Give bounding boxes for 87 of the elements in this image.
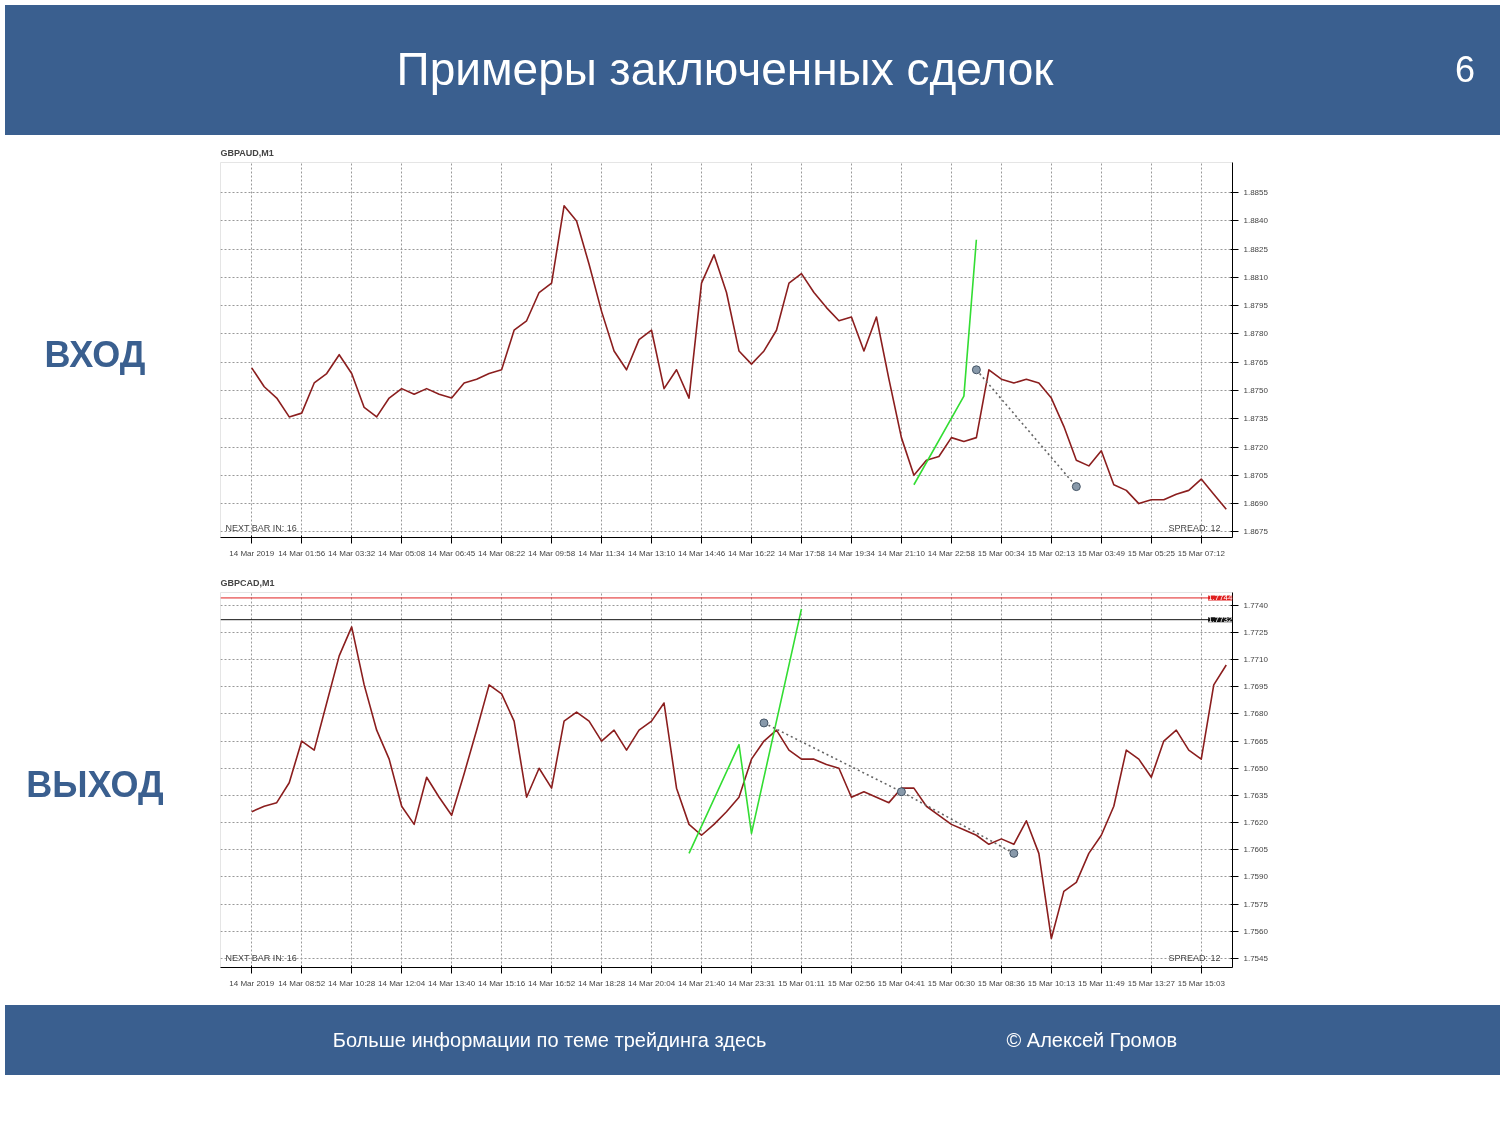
y-tick-label: 1.7725 <box>1243 627 1269 637</box>
y-tick-label: 1.7680 <box>1243 709 1269 719</box>
x-tick-label: 15 Mar 10:13 <box>1027 978 1076 988</box>
x-tick-label: 14 Mar 2019 <box>229 978 275 988</box>
x-tick-label: 15 Mar 02:13 <box>1027 548 1076 558</box>
x-tick-label: 14 Mar 11:34 <box>578 548 626 558</box>
ref-line-label: 1.7744 <box>1208 593 1234 603</box>
x-tick-label: 14 Mar 14:46 <box>677 548 726 558</box>
x-tick-label: 14 Mar 21:10 <box>877 548 926 558</box>
chart-subtitle: GBPCAD,M1 <box>220 577 275 588</box>
x-tick-label: 14 Mar 09:58 <box>528 548 576 558</box>
line-series <box>250 626 1228 940</box>
y-tick-label: 1.7545 <box>1243 953 1269 963</box>
x-tick-label: 14 Mar 03:32 <box>328 548 376 558</box>
x-tick-label: 14 Mar 08:22 <box>478 548 526 558</box>
x-tick-label: 15 Mar 01:11 <box>778 978 826 988</box>
y-tick-label: 1.8675 <box>1243 527 1269 537</box>
y-tick-label: 1.8780 <box>1243 329 1269 339</box>
x-tick-label: 15 Mar 08:36 <box>977 978 1026 988</box>
y-tick-label: 1.7590 <box>1243 872 1269 882</box>
y-tick-label: 1.7620 <box>1243 818 1269 828</box>
line-series <box>688 608 803 855</box>
y-tick-label: 1.8855 <box>1243 188 1269 198</box>
x-tick-label: 14 Mar 17:58 <box>777 548 826 558</box>
x-tick-label: 15 Mar 06:30 <box>927 978 976 988</box>
y-axis-title: ВХОД <box>44 333 146 378</box>
y-tick-label: 1.8705 <box>1243 470 1269 480</box>
point <box>896 787 906 797</box>
y-tick-label: 1.8690 <box>1243 499 1269 509</box>
x-tick-label: 14 Mar 21:40 <box>677 978 726 988</box>
text: 6 <box>1454 48 1475 93</box>
x-tick-label: 14 Mar 18:28 <box>577 978 626 988</box>
chart-subtitle: GBPAUD,M1 <box>220 147 274 158</box>
x-tick-label: 14 Mar 16:52 <box>528 978 576 988</box>
line-series <box>250 205 1228 511</box>
y-tick-label: 1.7710 <box>1243 655 1269 665</box>
chart-title: Примеры заключенных сделок <box>395 42 1055 98</box>
x-tick-label: 15 Mar 11:49 <box>1078 978 1126 988</box>
y-tick-label: 1.7560 <box>1243 926 1269 936</box>
y-tick-label: 1.8735 <box>1243 414 1269 424</box>
annotation: SPREAD: 12 <box>1168 522 1221 533</box>
text: © Алексей Громов <box>1006 1028 1178 1051</box>
text: Больше информации по теме трейдинга здесь <box>332 1028 767 1051</box>
y-tick-label: 1.8795 <box>1243 301 1269 311</box>
x-tick-label: 15 Mar 02:56 <box>827 978 876 988</box>
x-tick-label: 15 Mar 15:03 <box>1177 978 1226 988</box>
y-tick-label: 1.8840 <box>1243 216 1269 226</box>
y-tick-label: 1.7665 <box>1243 736 1269 746</box>
x-tick-label: 14 Mar 16:22 <box>727 548 776 558</box>
y-tick-label: 1.8825 <box>1243 244 1269 254</box>
y-tick-label: 1.7740 <box>1243 600 1269 610</box>
x-tick-label: 14 Mar 10:28 <box>328 978 376 988</box>
point <box>1009 848 1019 858</box>
x-tick-label: 14 Mar 12:04 <box>378 978 426 988</box>
x-tick-label: 14 Mar 01:56 <box>278 548 326 558</box>
y-tick-label: 1.8750 <box>1243 386 1269 396</box>
y-tick-label: 1.8810 <box>1243 272 1269 282</box>
x-tick-label: 15 Mar 04:41 <box>877 978 926 988</box>
x-tick-label: 14 Mar 13:10 <box>627 548 676 558</box>
y-tick-label: 1.7650 <box>1243 763 1269 773</box>
y-tick-label: 1.7695 <box>1243 682 1269 692</box>
annotation: NEXT BAR IN: 16 <box>225 522 297 533</box>
y-tick-label: 1.7605 <box>1243 845 1269 855</box>
x-tick-label: 14 Mar 19:34 <box>827 548 876 558</box>
x-tick-label: 15 Mar 05:25 <box>1127 548 1176 558</box>
annotation: NEXT BAR IN: 16 <box>225 952 297 963</box>
y-tick-label: 1.8720 <box>1243 442 1269 452</box>
x-tick-label: 14 Mar 22:58 <box>927 548 976 558</box>
y-tick-label: 1.7575 <box>1243 899 1269 909</box>
x-tick-label: 14 Mar 08:52 <box>278 978 326 988</box>
y-tick-label: 1.8765 <box>1243 357 1269 367</box>
x-tick-label: 14 Mar 05:08 <box>378 548 426 558</box>
point <box>759 718 769 728</box>
x-tick-label: 15 Mar 13:27 <box>1127 978 1176 988</box>
x-tick-label: 14 Mar 06:45 <box>428 548 476 558</box>
x-tick-label: 14 Mar 2019 <box>229 548 275 558</box>
x-tick-label: 14 Mar 13:40 <box>428 978 476 988</box>
x-tick-label: 15 Mar 07:12 <box>1177 548 1226 558</box>
annotation: SPREAD: 12 <box>1168 952 1221 963</box>
x-tick-label: 14 Mar 23:31 <box>727 978 776 988</box>
y-tick-label: 1.7635 <box>1243 790 1269 800</box>
x-tick-label: 14 Mar 20:04 <box>627 978 676 988</box>
x-tick-label: 15 Mar 00:34 <box>977 548 1026 558</box>
x-tick-label: 15 Mar 03:49 <box>1077 548 1126 558</box>
x-tick-label: 14 Mar 15:16 <box>478 978 526 988</box>
y-axis-title: ВЫХОД <box>26 763 164 808</box>
ref-line-label: 1.7732 <box>1208 615 1234 625</box>
